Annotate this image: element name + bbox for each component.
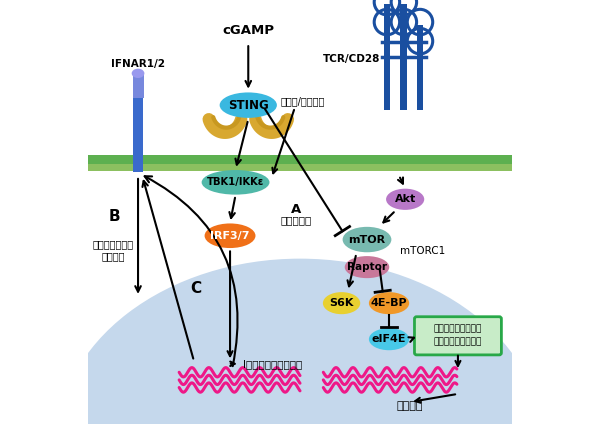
Text: 脂質合成関連遺伝子: 脂質合成関連遺伝子: [434, 338, 482, 346]
Text: 小胞体/ゴルジ体: 小胞体/ゴルジ体: [280, 96, 325, 106]
Bar: [88, 0, 512, 155]
Ellipse shape: [205, 223, 256, 248]
Bar: [416, 25, 424, 110]
Text: IFNAR1/2: IFNAR1/2: [111, 59, 165, 69]
Text: S6K: S6K: [329, 298, 354, 308]
Text: 細胞増殖: 細胞増殖: [397, 401, 424, 411]
Ellipse shape: [131, 69, 145, 78]
FancyArrowPatch shape: [145, 176, 238, 366]
Text: mTORC1: mTORC1: [400, 246, 445, 257]
Text: C: C: [191, 281, 202, 296]
Ellipse shape: [202, 170, 269, 195]
Bar: [383, 4, 391, 110]
Text: 部分的阻害: 部分的阻害: [280, 215, 311, 226]
Bar: [88, 164, 512, 171]
Text: B: B: [109, 209, 121, 224]
Ellipse shape: [56, 259, 544, 424]
Text: I型インターフェロン: I型インターフェロン: [243, 359, 302, 369]
Text: mTOR: mTOR: [349, 234, 386, 245]
Text: A: A: [290, 204, 301, 216]
Text: Akt: Akt: [395, 194, 416, 204]
Text: 細胞周期関連遺伝子: 細胞周期関連遺伝子: [434, 324, 482, 334]
Ellipse shape: [343, 227, 391, 252]
Text: TBK1/IKKε: TBK1/IKKε: [207, 177, 264, 187]
Ellipse shape: [369, 328, 409, 350]
Ellipse shape: [386, 189, 424, 210]
Text: TCR/CD28: TCR/CD28: [323, 54, 380, 64]
Ellipse shape: [323, 292, 360, 314]
Ellipse shape: [345, 256, 389, 278]
Text: 4E-BP: 4E-BP: [371, 298, 407, 308]
Bar: [133, 78, 143, 172]
Bar: [88, 155, 512, 164]
Ellipse shape: [369, 292, 409, 314]
Bar: [400, 4, 407, 110]
Text: STING: STING: [228, 99, 269, 112]
Ellipse shape: [220, 92, 277, 118]
Text: cGAMP: cGAMP: [222, 24, 274, 37]
Text: IRF3/7: IRF3/7: [210, 231, 250, 241]
Text: eIF4E: eIF4E: [372, 334, 406, 344]
Text: Raptor: Raptor: [347, 262, 387, 272]
FancyBboxPatch shape: [415, 317, 502, 355]
Text: 抗ウイルス応答
増殖阻害: 抗ウイルス応答 増殖阻害: [93, 240, 134, 261]
Bar: [133, 74, 143, 98]
